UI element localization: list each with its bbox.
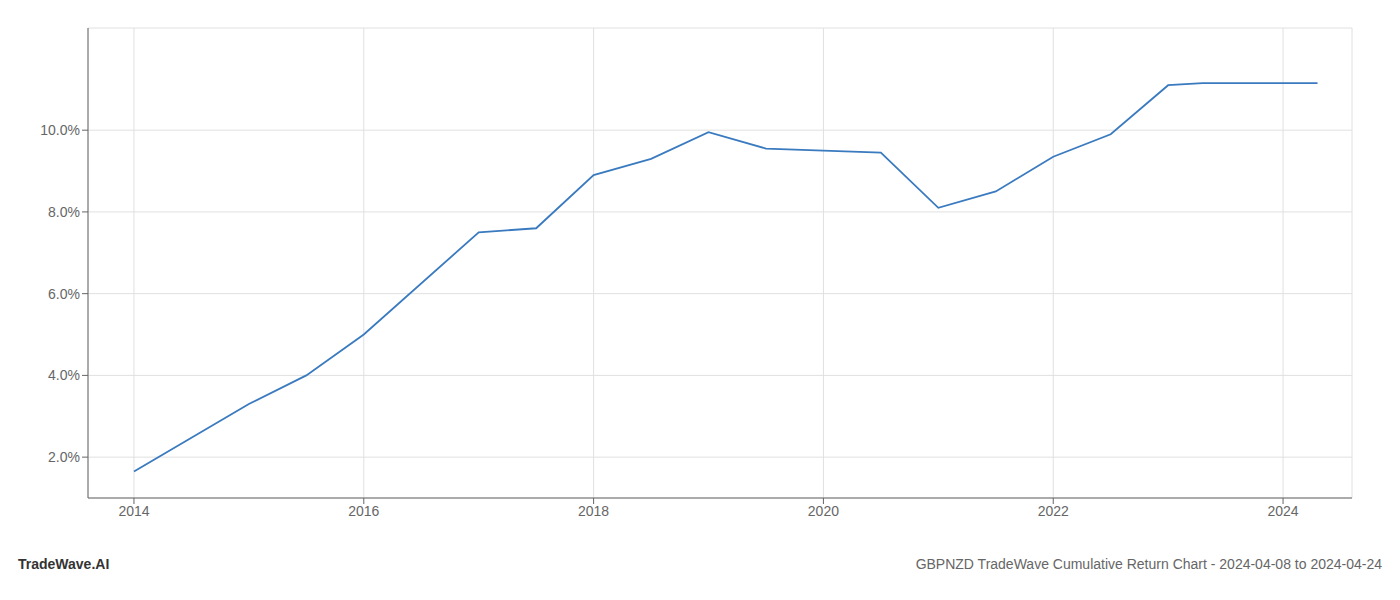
svg-text:2014: 2014 [118, 503, 149, 519]
svg-text:2020: 2020 [808, 503, 839, 519]
svg-text:4.0%: 4.0% [48, 367, 80, 383]
svg-text:2016: 2016 [348, 503, 379, 519]
html-text:TradeWave.AI: TradeWave.AI [18, 556, 110, 572]
svg-text:10.0%: 10.0% [40, 122, 80, 138]
html-text:GBPNZD TradeWave Cumulative Re: GBPNZD TradeWave Cumulative Return Chart… [915, 556, 1382, 572]
svg-text:2.0%: 2.0% [48, 449, 80, 465]
svg-text:8.0%: 8.0% [48, 204, 80, 220]
svg-text:2024: 2024 [1267, 503, 1298, 519]
svg-text:6.0%: 6.0% [48, 286, 80, 302]
svg-text:2022: 2022 [1038, 503, 1069, 519]
svg-text:2018: 2018 [578, 503, 609, 519]
